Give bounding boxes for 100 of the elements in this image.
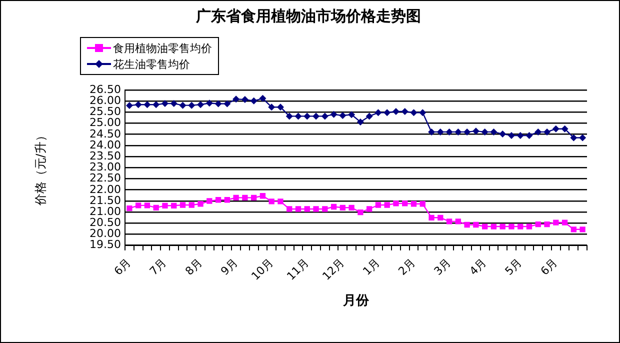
y-tick-label: 25.00	[90, 116, 121, 130]
point	[348, 111, 356, 118]
point	[375, 202, 382, 208]
x-tick-label: 6月	[112, 256, 134, 278]
point	[508, 224, 514, 230]
point	[420, 201, 426, 207]
point	[392, 108, 400, 116]
y-tick-label: 23.00	[90, 160, 121, 174]
point	[490, 128, 498, 136]
point	[428, 214, 434, 220]
legend-label: 食用植物油零售均价	[113, 40, 212, 56]
point	[544, 221, 550, 228]
point	[126, 205, 132, 212]
y-tick-label: 21.00	[90, 204, 121, 218]
point	[561, 125, 568, 132]
point	[526, 224, 532, 230]
point	[224, 100, 231, 108]
point	[330, 110, 338, 118]
point	[259, 94, 266, 102]
point	[322, 206, 328, 212]
point	[170, 100, 178, 108]
point	[570, 134, 578, 142]
point	[233, 194, 239, 200]
x-tick-label: 3月	[432, 256, 454, 278]
point	[518, 224, 524, 230]
legend-label: 花生油零售均价	[113, 56, 190, 72]
point	[464, 128, 471, 136]
chart-title: 广东省食用植物油市场价格走势图	[195, 6, 421, 25]
y-tick-label: 21.50	[90, 194, 121, 207]
point	[276, 104, 284, 111]
x-tick-label: 8月	[182, 256, 205, 278]
x-tick-label: 1月	[360, 256, 382, 278]
point	[402, 200, 408, 206]
point	[358, 209, 364, 216]
point	[260, 193, 266, 199]
point	[198, 201, 204, 207]
point	[446, 128, 453, 136]
y-tick-label: 24.50	[90, 127, 121, 140]
point	[455, 218, 461, 224]
y-tick-label: 20.00	[90, 227, 121, 240]
point	[294, 112, 302, 120]
point	[188, 102, 196, 109]
point	[534, 128, 542, 136]
point	[180, 202, 186, 208]
point	[419, 109, 426, 116]
point	[224, 197, 230, 203]
y-axis-title: 价格（元/升）	[33, 130, 48, 207]
y-tick-label: 22.50	[90, 172, 121, 185]
point	[304, 112, 311, 120]
point	[304, 206, 310, 212]
y-tick-label: 25.50	[90, 105, 121, 118]
point	[241, 96, 248, 104]
point	[393, 200, 399, 206]
point	[144, 202, 150, 208]
point	[508, 132, 515, 140]
point	[384, 202, 390, 208]
point	[516, 132, 524, 140]
point	[278, 198, 284, 204]
y-tick-label: 20.50	[90, 216, 121, 230]
point	[552, 125, 560, 132]
y-tick-label: 23.50	[90, 149, 121, 162]
point	[214, 100, 222, 108]
point	[366, 206, 372, 212]
point	[188, 202, 194, 208]
point	[410, 201, 417, 207]
point	[251, 194, 257, 200]
x-tick-label: 12月	[320, 256, 347, 283]
point	[250, 97, 258, 104]
x-tick-label: 2月	[396, 256, 418, 278]
x-tick-label: 11月	[284, 256, 312, 283]
point	[136, 202, 142, 208]
point	[356, 118, 364, 126]
x-tick-label: 5月	[502, 256, 525, 278]
point	[286, 112, 293, 120]
point	[295, 206, 302, 212]
point	[268, 104, 276, 111]
point	[436, 128, 444, 136]
x-tick-label: 6月	[538, 256, 560, 278]
y-tick-label: 26.00	[90, 94, 121, 107]
point	[162, 202, 168, 208]
point	[473, 222, 479, 228]
point	[579, 134, 586, 142]
point	[438, 214, 444, 220]
point	[171, 202, 177, 208]
point	[313, 206, 319, 212]
point	[330, 204, 337, 210]
point	[339, 112, 346, 120]
point	[340, 204, 346, 210]
point	[374, 109, 382, 116]
point	[454, 128, 462, 136]
point	[401, 108, 408, 116]
x-tick-label: 7月	[147, 256, 170, 278]
point	[242, 194, 248, 200]
y-tick-label: 26.50	[90, 82, 121, 96]
point	[500, 224, 506, 230]
point	[366, 112, 373, 120]
point	[499, 130, 506, 138]
point	[206, 100, 213, 107]
point	[161, 100, 168, 108]
x-tick-label: 4月	[467, 256, 489, 278]
